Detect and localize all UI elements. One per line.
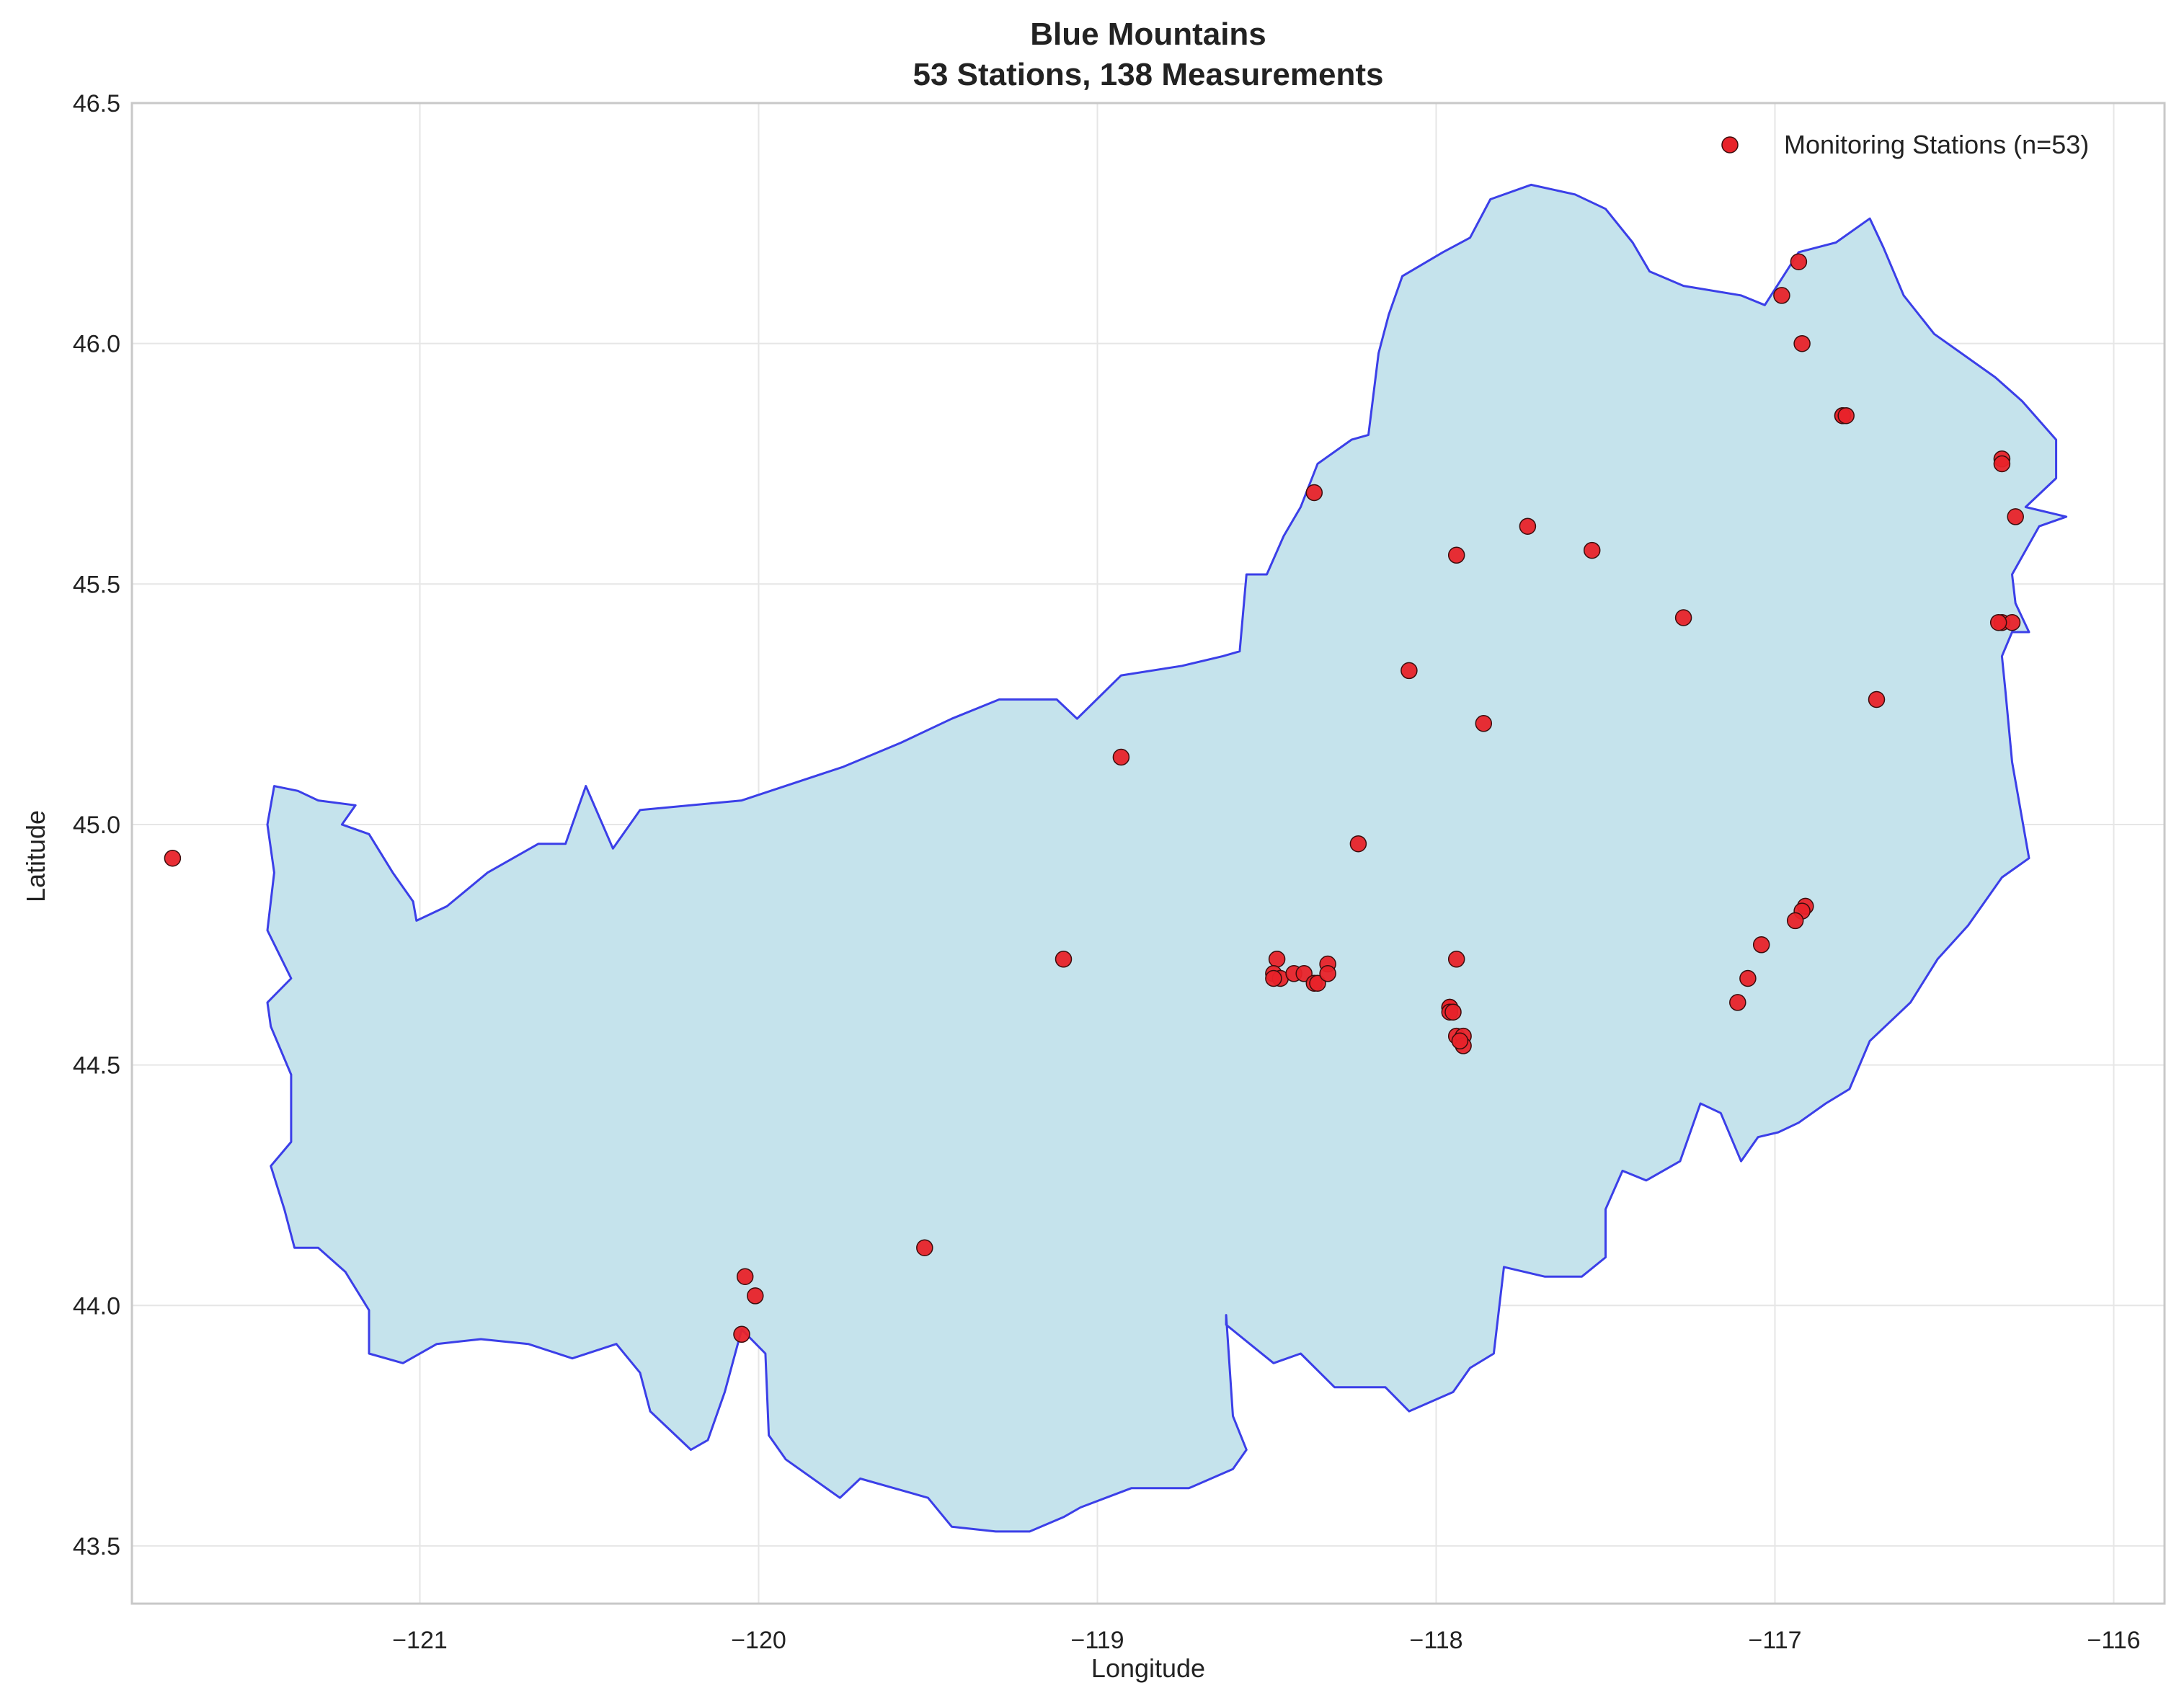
legend-label: Monitoring Stations (n=53) — [1784, 130, 2089, 159]
legend: Monitoring Stations (n=53) — [1721, 130, 2089, 159]
station-marker — [736, 1268, 754, 1285]
station-marker — [1447, 546, 1465, 564]
station-marker — [1793, 334, 1811, 352]
station-marker — [1729, 994, 1746, 1011]
station-marker — [1773, 287, 1790, 304]
x-tick-label: −118 — [1409, 1627, 1462, 1654]
legend-marker-icon — [1721, 136, 1739, 154]
y-tick-label: 43.5 — [73, 1533, 120, 1560]
station-marker — [1519, 517, 1537, 535]
station-marker — [747, 1287, 764, 1305]
y-tick-label: 46.5 — [73, 90, 120, 117]
station-marker — [1451, 1032, 1469, 1050]
x-tick-label: −117 — [1748, 1627, 1801, 1654]
y-axis-label: Latitude — [21, 810, 50, 902]
x-tick-label: −120 — [731, 1627, 786, 1654]
station-marker — [1444, 1003, 1462, 1021]
station-marker — [1868, 690, 1886, 708]
station-marker — [1993, 455, 2011, 473]
station-marker — [2007, 508, 2024, 525]
station-marker — [916, 1239, 933, 1256]
y-tick-label: 44.5 — [73, 1052, 120, 1080]
station-marker — [1319, 965, 1336, 982]
station-marker — [1475, 715, 1493, 732]
station-marker — [1786, 912, 1804, 930]
y-tick-label: 44.0 — [73, 1292, 120, 1320]
monitoring-stations — [164, 253, 2024, 1343]
station-marker — [1583, 541, 1601, 559]
station-marker — [1349, 835, 1367, 853]
station-marker — [1837, 406, 1855, 425]
y-tick-label: 45.0 — [73, 812, 120, 839]
x-tick-label: −119 — [1070, 1627, 1124, 1654]
station-marker — [164, 849, 182, 867]
x-tick-label: −121 — [392, 1627, 448, 1654]
station-marker — [1112, 748, 1130, 766]
map-subtitle: 53 Stations, 138 Measurements — [913, 57, 1384, 92]
x-axis-label: Longitude — [1091, 1653, 1205, 1683]
station-marker — [1055, 951, 1073, 968]
plot-area — [130, 102, 2166, 1605]
x-axis-ticks: −121 −120 −119 −118 −117 −116 — [392, 1627, 2140, 1654]
station-marker — [1268, 951, 1286, 968]
station-marker — [733, 1325, 750, 1343]
station-marker — [1790, 253, 1808, 270]
blue-mountains-region — [266, 183, 2068, 1533]
y-tick-label: 45.5 — [73, 571, 120, 598]
map-title: Blue Mountains — [1030, 17, 1266, 52]
station-marker — [1447, 951, 1465, 968]
station-marker — [1265, 969, 1282, 987]
station-marker — [1739, 969, 1757, 987]
station-marker — [1400, 662, 1418, 680]
station-marker — [1989, 613, 2007, 631]
y-axis-ticks: 43.5 44.0 44.5 45.0 45.5 46.0 46.5 — [73, 90, 120, 1560]
station-marker — [1674, 609, 1692, 626]
y-tick-label: 46.0 — [73, 331, 120, 358]
station-marker — [1752, 936, 1770, 954]
station-marker — [1305, 484, 1323, 502]
plot-frame — [130, 102, 2166, 1605]
x-tick-label: −116 — [2087, 1627, 2140, 1654]
